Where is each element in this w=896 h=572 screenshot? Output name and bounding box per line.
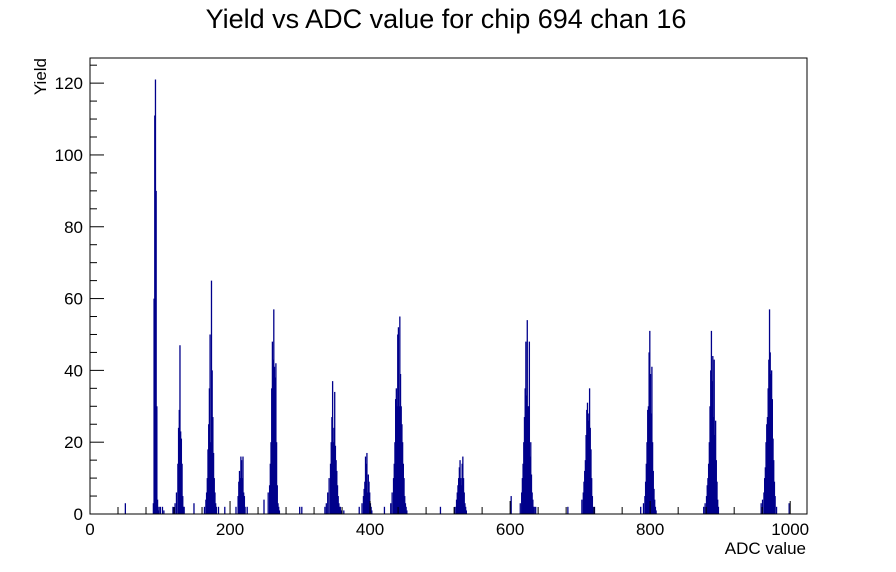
y-tick-label: 80 (64, 218, 83, 237)
x-tick-label: 800 (636, 520, 664, 539)
y-tick-label: 0 (74, 505, 83, 524)
x-tick-label: 600 (496, 520, 524, 539)
x-tick-label: 200 (216, 520, 244, 539)
chart-title: Yield vs ADC value for chip 694 chan 16 (206, 4, 687, 34)
y-tick-label: 100 (55, 146, 83, 165)
y-tick-label: 60 (64, 290, 83, 309)
y-tick-label: 40 (64, 361, 83, 380)
y-axis-label: Yield (31, 58, 50, 95)
y-axis: 0 20 40 60 80 100 120 (55, 64, 104, 524)
x-axis: 0 200 400 600 800 1000 (85, 501, 809, 539)
y-tick-label: 120 (55, 74, 83, 93)
x-axis-label: ADC value (725, 539, 806, 558)
x-tick-label: 0 (85, 520, 94, 539)
plot-area (89, 57, 808, 515)
plot-frame (89, 57, 808, 515)
x-tick-label: 400 (356, 520, 384, 539)
x-tick-label: 1000 (771, 520, 809, 539)
y-tick-label: 20 (64, 433, 83, 452)
